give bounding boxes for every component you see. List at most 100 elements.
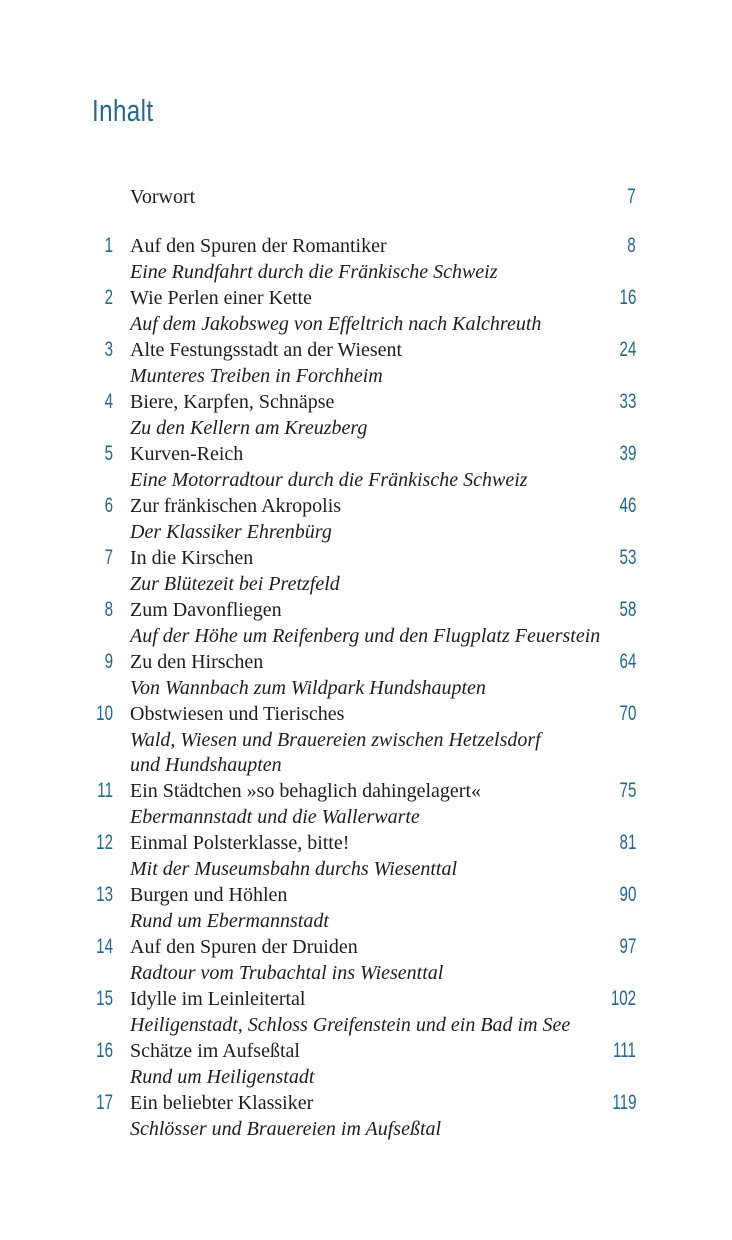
toc-entry: 13 Burgen und Höhlen 90 Rund um Ebermannsta… (85, 882, 636, 934)
chapter-page-number: 102 (610, 987, 636, 1010)
preface-page-number: 7 (627, 185, 636, 208)
chapter-number: 12 (96, 831, 113, 854)
toc-entry: 16 Schätze im Aufseßtal 111 Rund um Heilige… (85, 1038, 636, 1090)
chapter-title: Kurven-Reich (130, 443, 244, 465)
chapter-page-number: 8 (627, 234, 636, 257)
toc-entry-row: 10 Obstwiesen und Tierisches 70 (85, 701, 636, 728)
chapter-page-number: 75 (619, 779, 636, 802)
toc-entry-row: 13 Burgen und Höhlen 90 (85, 882, 636, 909)
chapter-number: 14 (96, 935, 113, 958)
chapter-subtitle: Von Wannbach zum Wildpark Hundshaupten (130, 677, 486, 699)
toc-entry-row: 5 Kurven-Reich 39 (85, 441, 636, 468)
toc-entry-row: 17 Ein beliebter Klassiker 119 (85, 1090, 636, 1117)
toc-entry: 12 Einmal Polsterklasse, bitte! 81 Mit der … (85, 830, 636, 882)
toc-entry-row: 8 Zum Davonfliegen 58 (85, 597, 636, 624)
chapter-page-number: 111 (613, 1039, 636, 1062)
chapter-title: Wie Perlen einer Kette (130, 287, 312, 309)
toc-entry: 2 Wie Perlen einer Kette 16 Auf dem Jakobsw… (85, 285, 636, 337)
chapter-number: 10 (96, 702, 113, 725)
chapter-subtitle: Zu den Kellern am Kreuzberg (130, 417, 368, 439)
toc-entry: 8 Zum Davonfliegen 58 Auf der Höhe um Reife… (85, 597, 636, 649)
toc-entry-row: 14 Auf den Spuren der Druiden 97 (85, 934, 636, 961)
chapter-subtitle: Rund um Heiligenstadt (130, 1066, 315, 1088)
toc-entry: 6 Zur fränkischen Akropolis 46 Der Klassike… (85, 493, 636, 545)
chapter-subtitle: Auf der Höhe um Reifenberg und den Flugp… (130, 625, 601, 647)
chapter-title: Idylle im Leinleitertal (130, 988, 306, 1010)
chapter-number: 7 (104, 546, 113, 569)
chapter-title: Auf den Spuren der Romantiker (130, 235, 387, 257)
toc-entry: 14 Auf den Spuren der Druiden 97 Radtour vo… (85, 934, 636, 986)
chapter-page-number: 81 (619, 831, 636, 854)
chapter-title: Ein beliebter Klassiker (130, 1092, 314, 1114)
chapter-number: 2 (104, 286, 113, 309)
chapter-title: Biere, Karpfen, Schnäpse (130, 391, 335, 413)
chapter-number: 4 (104, 390, 113, 413)
toc-entry-row: 7 In die Kirschen 53 (85, 545, 636, 572)
toc-entry-row: 12 Einmal Polsterklasse, bitte! 81 (85, 830, 636, 857)
chapter-title: Zur fränkischen Akropolis (130, 495, 342, 517)
toc-entry-row: 2 Wie Perlen einer Kette 16 (85, 285, 636, 312)
toc-entry-row: 15 Idylle im Leinleitertal 102 (85, 986, 636, 1013)
page-title: Inhalt (92, 93, 154, 128)
chapter-subtitle: Ebermannstadt und die Wallerwarte (130, 806, 420, 828)
toc-entry: 17 Ein beliebter Klassiker 119 Schlösser un… (85, 1090, 636, 1142)
chapter-subtitle: Auf dem Jakobsweg von Effeltrich nach Ka… (130, 313, 542, 335)
chapter-page-number: 46 (619, 494, 636, 517)
chapter-page-number: 53 (619, 546, 636, 569)
chapter-page-number: 97 (619, 935, 636, 958)
toc-entry: 9 Zu den Hirschen 64 Von Wannbach zum Wildp… (85, 649, 636, 701)
toc-entry: 10 Obstwiesen und Tierisches 70 Wald, Wiese… (85, 701, 636, 778)
preface-label: Vorwort (130, 186, 196, 208)
chapter-number: 5 (104, 442, 113, 465)
toc-entry: 4 Biere, Karpfen, Schnäpse 33 Zu den Keller… (85, 389, 636, 441)
chapter-subtitle: Mit der Museumsbahn durchs Wiesenttal (130, 858, 458, 880)
chapter-subtitle: Heiligenstadt, Schloss Greifenstein und … (130, 1014, 571, 1036)
chapter-subtitle: Radtour vom Trubachtal ins Wiesenttal (130, 962, 444, 984)
toc-entry: 5 Kurven-Reich 39 Eine Motorradtour durch d… (85, 441, 636, 493)
chapter-subtitle: Zur Blütezeit bei Pretzfeld (130, 573, 340, 595)
chapter-title: Burgen und Höhlen (130, 884, 288, 906)
chapter-subtitle: Munteres Treiben in Forchheim (130, 365, 383, 387)
toc-entry: 1 Auf den Spuren der Romantiker 8 Eine Rund… (85, 233, 636, 285)
chapter-subtitle: Schlösser und Brauereien im Aufseßtal (130, 1118, 442, 1140)
toc-entry-row: 6 Zur fränkischen Akropolis 46 (85, 493, 636, 520)
chapter-number: 15 (96, 987, 113, 1010)
toc-entry: 3 Alte Festungsstadt an der Wiesent 24 Munt… (85, 337, 636, 389)
chapter-number: 16 (96, 1039, 113, 1062)
chapter-page-number: 58 (619, 598, 636, 621)
chapter-subtitle: und Hundshaupten (130, 754, 282, 776)
chapter-subtitle: Wald, Wiesen und Brauereien zwischen Het… (130, 729, 541, 751)
toc-entry-row: 3 Alte Festungsstadt an der Wiesent 24 (85, 337, 636, 364)
toc-entry-row: 4 Biere, Karpfen, Schnäpse 33 (85, 389, 636, 416)
chapter-number: 6 (104, 494, 113, 517)
toc-entry: 11 Ein Städtchen »so behaglich dahingelag… (85, 778, 636, 830)
chapter-page-number: 16 (619, 286, 636, 309)
chapter-title: In die Kirschen (130, 547, 254, 569)
chapter-page-number: 119 (611, 1091, 636, 1114)
toc-entry-row: 11 Ein Städtchen »so behaglich dahingelag… (85, 778, 636, 805)
chapter-number: 13 (96, 883, 113, 906)
chapter-number: 1 (104, 234, 113, 257)
toc-entry-row: 9 Zu den Hirschen 64 (85, 649, 636, 676)
chapter-page-number: 70 (619, 702, 636, 725)
chapter-page-number: 24 (619, 338, 636, 361)
chapter-subtitle: Eine Motorradtour durch die Fränkische S… (130, 469, 528, 491)
chapter-number: 3 (104, 338, 113, 361)
chapter-number: 8 (104, 598, 113, 621)
chapter-subtitle: Rund um Ebermannstadt (130, 910, 329, 932)
chapter-title: Ein Städtchen »so behaglich dahingelager… (130, 780, 482, 802)
chapter-title: Zum Davonfliegen (130, 599, 282, 621)
toc-entry-row: 16 Schätze im Aufseßtal 111 (85, 1038, 636, 1065)
chapter-page-number: 33 (619, 390, 636, 413)
chapter-title: Schätze im Aufseßtal (130, 1040, 300, 1062)
chapter-page-number: 39 (619, 442, 636, 465)
toc-preface-row: Vorwort 7 (85, 184, 636, 211)
toc-list: Vorwort 7 1 Auf den Spuren der Romantiker… (85, 184, 636, 1142)
chapter-subtitle: Der Klassiker Ehrenbürg (130, 521, 332, 543)
toc-entry: 7 In die Kirschen 53 Zur Blütezeit bei Pret… (85, 545, 636, 597)
chapter-subtitle: Eine Rundfahrt durch die Fränkische Schw… (130, 261, 498, 283)
toc-entry: 15 Idylle im Leinleitertal 102 Heiligenstad… (85, 986, 636, 1038)
toc-entries: 1 Auf den Spuren der Romantiker 8 Eine Rund… (85, 233, 636, 1142)
chapter-page-number: 90 (619, 883, 636, 906)
